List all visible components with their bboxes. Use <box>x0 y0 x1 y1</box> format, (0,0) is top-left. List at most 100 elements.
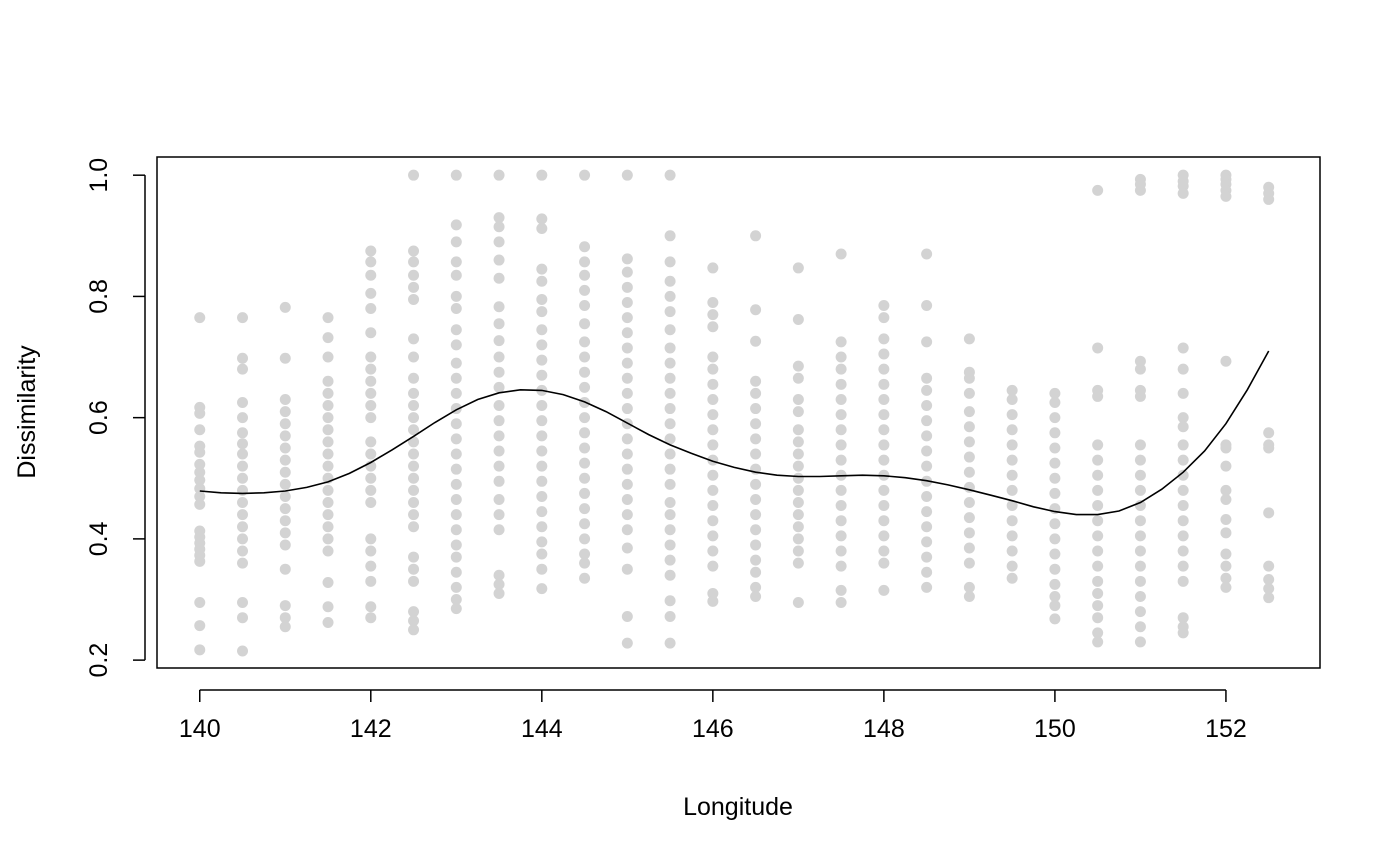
data-point <box>963 557 975 569</box>
data-point <box>707 515 719 527</box>
data-point <box>493 366 505 378</box>
data-point <box>750 375 762 387</box>
data-point <box>536 475 548 487</box>
data-point <box>1177 560 1189 572</box>
data-point <box>322 375 334 387</box>
data-point <box>707 351 719 363</box>
data-point <box>450 372 462 384</box>
data-point <box>322 448 334 460</box>
data-point <box>835 393 847 405</box>
data-point <box>878 348 890 360</box>
data-point <box>1006 515 1018 527</box>
y-tick-label: 0.2 <box>85 643 113 678</box>
data-point <box>279 301 291 313</box>
data-point <box>792 393 804 405</box>
data-point <box>750 478 762 490</box>
data-point <box>579 557 591 569</box>
data-point <box>579 269 591 281</box>
data-point <box>493 445 505 457</box>
data-point <box>664 554 676 566</box>
data-point <box>878 584 890 596</box>
data-point <box>279 490 291 502</box>
data-point <box>579 427 591 439</box>
data-point <box>835 439 847 451</box>
data-point <box>365 601 377 613</box>
data-point <box>365 327 377 339</box>
data-point <box>664 342 676 354</box>
data-point <box>450 387 462 399</box>
data-point <box>536 324 548 336</box>
data-point <box>1177 439 1189 451</box>
data-point <box>750 539 762 551</box>
data-point <box>194 312 206 324</box>
data-point <box>707 424 719 436</box>
data-point <box>921 430 933 442</box>
data-point <box>664 306 676 318</box>
data-point <box>1177 612 1189 624</box>
data-point <box>1177 627 1189 639</box>
data-point <box>1006 409 1018 421</box>
data-point <box>1134 484 1146 496</box>
data-point <box>194 620 206 632</box>
data-point <box>237 363 249 375</box>
data-point <box>450 418 462 430</box>
data-point <box>279 430 291 442</box>
data-point <box>237 396 249 408</box>
data-point <box>536 536 548 548</box>
data-point <box>792 557 804 569</box>
data-point <box>493 318 505 330</box>
data-point <box>1263 573 1275 585</box>
data-point <box>408 563 420 575</box>
data-point <box>1092 390 1104 402</box>
data-point <box>1049 600 1061 612</box>
data-point <box>664 433 676 445</box>
data-point <box>1092 515 1104 527</box>
data-point <box>664 509 676 521</box>
data-point <box>1177 575 1189 587</box>
data-point <box>493 475 505 487</box>
data-point <box>792 484 804 496</box>
data-point <box>237 597 249 609</box>
data-point <box>707 439 719 451</box>
data-point <box>579 366 591 378</box>
data-point <box>237 557 249 569</box>
data-point <box>493 236 505 248</box>
data-point <box>707 530 719 542</box>
data-point <box>792 448 804 460</box>
data-point <box>835 530 847 542</box>
data-point <box>1006 439 1018 451</box>
data-point <box>536 213 548 225</box>
data-point <box>279 503 291 515</box>
data-point <box>1049 457 1061 469</box>
data-point <box>450 303 462 315</box>
data-point <box>792 472 804 484</box>
data-point <box>1134 515 1146 527</box>
data-point <box>878 393 890 405</box>
data-point <box>707 378 719 390</box>
data-point <box>878 454 890 466</box>
data-point <box>921 506 933 518</box>
data-point <box>707 321 719 333</box>
data-point <box>579 336 591 348</box>
data-point <box>1092 439 1104 451</box>
data-point <box>878 545 890 557</box>
data-point <box>493 381 505 393</box>
x-axis: 140 142 144 146 148 150 152 <box>179 689 1247 743</box>
data-point <box>1134 590 1146 602</box>
data-point <box>493 400 505 412</box>
data-point <box>1049 613 1061 625</box>
data-point <box>835 424 847 436</box>
data-point <box>579 572 591 584</box>
data-point <box>1177 363 1189 375</box>
data-point <box>408 551 420 563</box>
data-point <box>1092 575 1104 587</box>
data-point <box>408 387 420 399</box>
data-point <box>365 560 377 572</box>
data-point <box>579 412 591 424</box>
data-point <box>835 378 847 390</box>
data-point <box>493 430 505 442</box>
data-point <box>450 509 462 521</box>
data-point <box>664 595 676 607</box>
data-point <box>493 587 505 599</box>
